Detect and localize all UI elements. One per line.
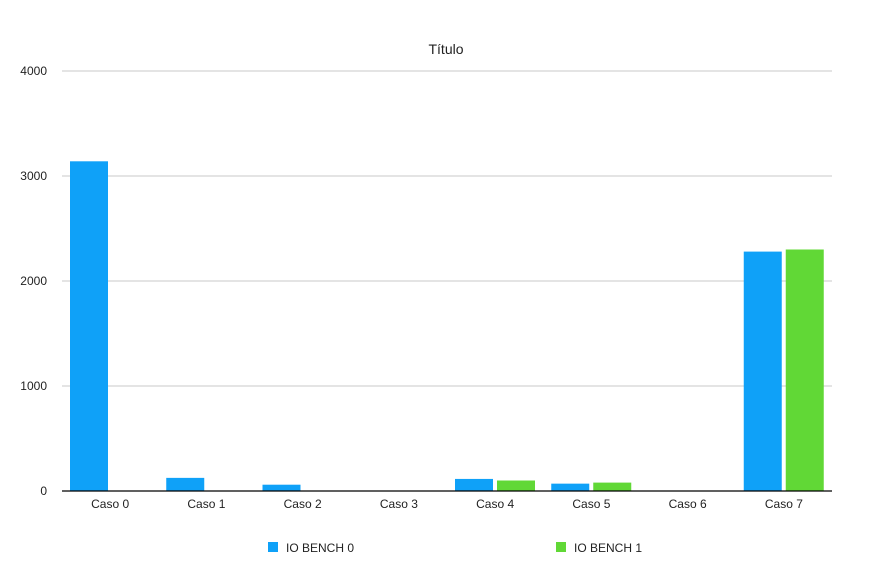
x-axis-labels: Caso 0 Caso 1 Caso 2 Caso 3 Caso 4 Caso 5 Caso… <box>91 497 803 511</box>
bar-io-bench-0 <box>455 478 493 491</box>
bar-io-bench-1 <box>593 482 632 491</box>
x-tick-label: Caso 6 <box>669 497 707 511</box>
y-tick-label: 0 <box>40 484 47 498</box>
legend-swatch <box>556 542 566 552</box>
gridlines <box>62 70 832 387</box>
legend-label: IO BENCH 0 <box>286 541 354 555</box>
x-tick-label: Caso 2 <box>284 497 322 511</box>
bar-io-bench-0 <box>166 477 205 491</box>
y-tick-label: 1000 <box>20 379 47 393</box>
y-tick-label: 2000 <box>20 274 47 288</box>
x-tick-label: Caso 4 <box>476 497 514 511</box>
y-axis-ticks: 0 1000 2000 3000 4000 <box>20 64 47 498</box>
y-tick-label: 3000 <box>20 169 47 183</box>
x-tick-label: Caso 1 <box>187 497 225 511</box>
x-tick-label: Caso 7 <box>765 497 803 511</box>
chart-title: Título <box>428 41 463 57</box>
legend-label: IO BENCH 1 <box>574 541 642 555</box>
x-tick-label: Caso 5 <box>572 497 610 511</box>
y-tick-label: 4000 <box>20 64 47 78</box>
bar-io-bench-0 <box>743 251 782 491</box>
legend: IO BENCH 0 IO BENCH 1 <box>268 541 642 555</box>
bar-io-bench-1 <box>497 480 535 491</box>
x-tick-label: Caso 0 <box>91 497 129 511</box>
legend-swatch <box>268 542 278 552</box>
bar-io-bench-0 <box>551 483 590 491</box>
x-tick-label: Caso 3 <box>380 497 418 511</box>
bar-io-bench-1 <box>785 249 824 491</box>
bar-io-bench-0 <box>70 161 108 492</box>
bar-io-bench-0 <box>262 484 301 491</box>
bars <box>70 161 824 492</box>
